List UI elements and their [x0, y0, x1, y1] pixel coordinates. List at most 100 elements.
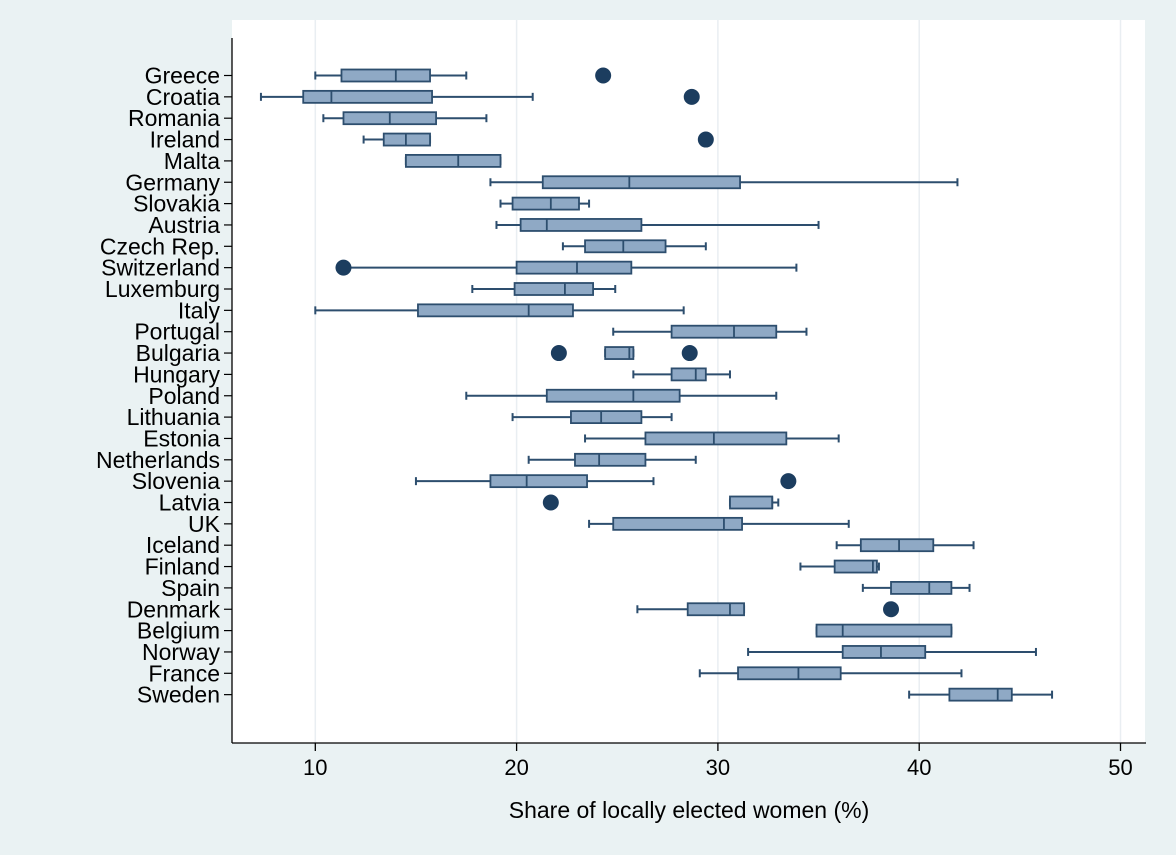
- y-category-label: Lithuania: [127, 404, 221, 430]
- y-category-label: UK: [188, 511, 221, 537]
- outlier-point: [697, 131, 714, 148]
- iqr-box: [570, 410, 643, 425]
- y-category-label: Iceland: [146, 532, 220, 558]
- iqr-box: [859, 538, 935, 553]
- x-tick-label-20: 20: [504, 755, 528, 780]
- y-category-label: Slovenia: [132, 468, 220, 494]
- box-france: [698, 666, 963, 681]
- outlier-point: [595, 67, 612, 84]
- box-estonia: [584, 431, 840, 446]
- y-category-label: Italy: [178, 297, 221, 323]
- y-category-label: Hungary: [133, 361, 220, 387]
- box-ireland: [362, 131, 714, 148]
- y-category-label: Norway: [142, 639, 220, 665]
- outlier-point: [780, 473, 797, 490]
- iqr-box: [545, 388, 681, 403]
- box-luxemburg: [471, 282, 617, 296]
- y-category-label: Malta: [164, 148, 220, 174]
- box-poland: [465, 388, 778, 403]
- iqr-box: [574, 452, 647, 467]
- outlier-point: [335, 259, 352, 276]
- y-category-label: Germany: [125, 169, 220, 195]
- y-category-label: Spain: [161, 575, 220, 601]
- box-lithuania: [511, 410, 673, 425]
- box-italy: [314, 303, 685, 318]
- y-category-label: Czech Rep.: [100, 233, 220, 259]
- iqr-box: [513, 282, 594, 296]
- box-greece: [314, 67, 612, 84]
- box-denmark: [636, 601, 900, 618]
- iqr-box: [670, 367, 707, 382]
- x-tick-label-40: 40: [907, 755, 931, 780]
- box-portugal: [612, 324, 808, 339]
- iqr-box: [511, 196, 580, 211]
- y-category-label: Croatia: [146, 84, 220, 110]
- iqr-box: [948, 687, 1013, 702]
- x-tick-label-10: 10: [303, 755, 327, 780]
- plot-area: [232, 20, 1145, 743]
- iqr-box: [815, 623, 953, 638]
- iqr-box: [489, 474, 588, 489]
- iqr-box: [644, 431, 788, 446]
- iqr-box: [382, 132, 431, 147]
- outlier-point: [681, 345, 698, 362]
- iqr-box: [890, 581, 953, 595]
- iqr-box: [612, 516, 743, 531]
- y-category-label: Belgium: [137, 618, 220, 644]
- x-tick-label-50: 50: [1108, 755, 1132, 780]
- y-category-label: France: [148, 660, 220, 686]
- outlier-point: [683, 88, 700, 105]
- box-spain: [861, 581, 971, 595]
- y-category-label: Bulgaria: [136, 340, 221, 366]
- box-iceland: [835, 538, 975, 553]
- y-category-label: Latvia: [159, 490, 221, 516]
- box-finland: [799, 559, 880, 574]
- box-malta: [404, 153, 502, 168]
- outlier-point: [883, 601, 900, 618]
- iqr-box: [670, 324, 778, 339]
- box-latvia: [542, 494, 780, 511]
- boxes: [259, 67, 1054, 702]
- iqr-box: [417, 303, 574, 318]
- iqr-box: [604, 346, 635, 360]
- x-tick-label-30: 30: [706, 755, 730, 780]
- box-bulgaria: [550, 345, 698, 362]
- box-romania: [322, 111, 488, 126]
- iqr-box: [833, 559, 878, 574]
- iqr-box: [340, 68, 431, 83]
- category-labels: GreeceCroatiaRomaniaIrelandMaltaGermanyS…: [96, 63, 221, 708]
- y-category-label: Romania: [128, 105, 220, 131]
- box-netherlands: [527, 452, 697, 467]
- outlier-point: [550, 345, 567, 362]
- x-axis-title: Share of locally elected women (%): [509, 797, 870, 823]
- iqr-box: [541, 175, 741, 190]
- box-belgium: [815, 623, 953, 638]
- box-switzerland: [335, 259, 798, 276]
- iqr-box: [841, 645, 927, 659]
- y-category-label: Denmark: [127, 596, 221, 622]
- iqr-box: [737, 666, 842, 681]
- y-category-label: Finland: [145, 554, 220, 580]
- axes: 10 20 30 40 50: [224, 38, 1146, 780]
- iqr-box: [686, 602, 745, 617]
- y-category-label: Poland: [148, 383, 220, 409]
- box-uk: [588, 516, 850, 531]
- iqr-box: [404, 153, 502, 168]
- box-norway: [747, 645, 1037, 659]
- box-germany: [489, 175, 959, 190]
- box-hungary: [632, 367, 731, 382]
- box-croatia: [259, 88, 700, 105]
- y-category-label: Netherlands: [96, 447, 220, 473]
- y-category-label: Slovakia: [133, 191, 220, 217]
- iqr-box: [584, 239, 667, 254]
- iqr-box: [729, 495, 774, 510]
- iqr-box: [519, 218, 643, 232]
- box-sweden: [908, 687, 1054, 702]
- y-category-label: Switzerland: [101, 255, 220, 281]
- y-category-label: Ireland: [150, 127, 220, 153]
- y-category-label: Portugal: [134, 319, 220, 345]
- y-category-label: Greece: [145, 63, 220, 89]
- y-category-label: Austria: [148, 212, 220, 238]
